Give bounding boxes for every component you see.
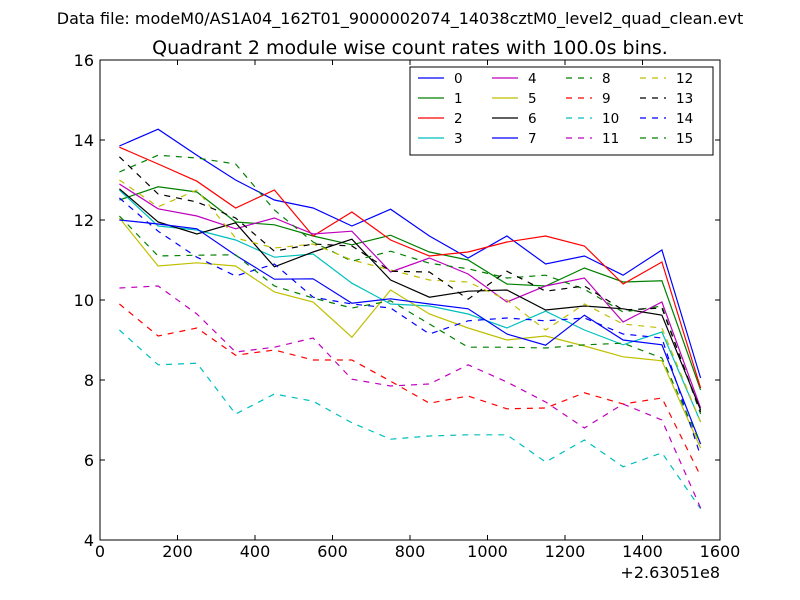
series-line-12 bbox=[119, 179, 702, 423]
legend-label-13: 13 bbox=[676, 91, 693, 107]
x-tick-label: 1200 bbox=[545, 542, 586, 561]
x-tick-label: 1000 bbox=[467, 542, 508, 561]
x-tick-label: 0 bbox=[95, 542, 105, 561]
suptitle: Data file: modeM0/AS1A04_162T01_90000020… bbox=[57, 9, 743, 29]
legend-label-4: 4 bbox=[528, 71, 537, 87]
y-tick-label: 6 bbox=[84, 451, 94, 470]
legend-label-8: 8 bbox=[602, 71, 611, 87]
series-line-11 bbox=[119, 285, 702, 509]
series-layer bbox=[118, 128, 702, 510]
legend-label-10: 10 bbox=[602, 111, 619, 127]
x-tick-label: 1400 bbox=[622, 542, 663, 561]
series-line-2 bbox=[119, 146, 702, 389]
series-line-15 bbox=[118, 215, 702, 445]
series-line-8 bbox=[119, 154, 702, 415]
series-line-6 bbox=[119, 188, 702, 411]
legend-label-6: 6 bbox=[528, 111, 537, 127]
legend-label-5: 5 bbox=[528, 91, 537, 107]
legend-label-1: 1 bbox=[454, 91, 463, 107]
series-line-4 bbox=[119, 183, 702, 409]
legend-box bbox=[409, 66, 714, 156]
legend-label-9: 9 bbox=[602, 91, 611, 107]
x-tick-label: 800 bbox=[395, 542, 426, 561]
series-line-9 bbox=[119, 303, 702, 477]
y-tick-label: 4 bbox=[84, 531, 94, 550]
legend-label-3: 3 bbox=[454, 131, 463, 147]
x-offset-label: +2.63051e8 bbox=[620, 563, 720, 582]
series-line-3 bbox=[118, 189, 702, 423]
legend-label-7: 7 bbox=[528, 131, 537, 147]
x-tick-label: 600 bbox=[317, 542, 348, 561]
y-tick-label: 10 bbox=[74, 291, 94, 310]
series-line-7 bbox=[119, 219, 702, 445]
legend-label-15: 15 bbox=[676, 131, 693, 147]
legend-label-2: 2 bbox=[454, 111, 463, 127]
y-tick-label: 8 bbox=[84, 371, 94, 390]
x-tick-label: 200 bbox=[162, 542, 193, 561]
chart-title: Quadrant 2 module wise count rates with … bbox=[152, 37, 668, 59]
x-tick-label: 1600 bbox=[700, 542, 741, 561]
y-tick-label: 16 bbox=[74, 51, 94, 70]
series-line-1 bbox=[119, 186, 702, 391]
legend-label-11: 11 bbox=[602, 131, 619, 147]
legend-label-12: 12 bbox=[676, 71, 693, 87]
legend-label-0: 0 bbox=[454, 71, 463, 87]
y-tick-label: 14 bbox=[74, 131, 94, 150]
y-tick-label: 12 bbox=[74, 211, 94, 230]
legend-label-14: 14 bbox=[676, 111, 693, 127]
series-line-10 bbox=[118, 329, 702, 510]
x-tick-label: 400 bbox=[240, 542, 271, 561]
